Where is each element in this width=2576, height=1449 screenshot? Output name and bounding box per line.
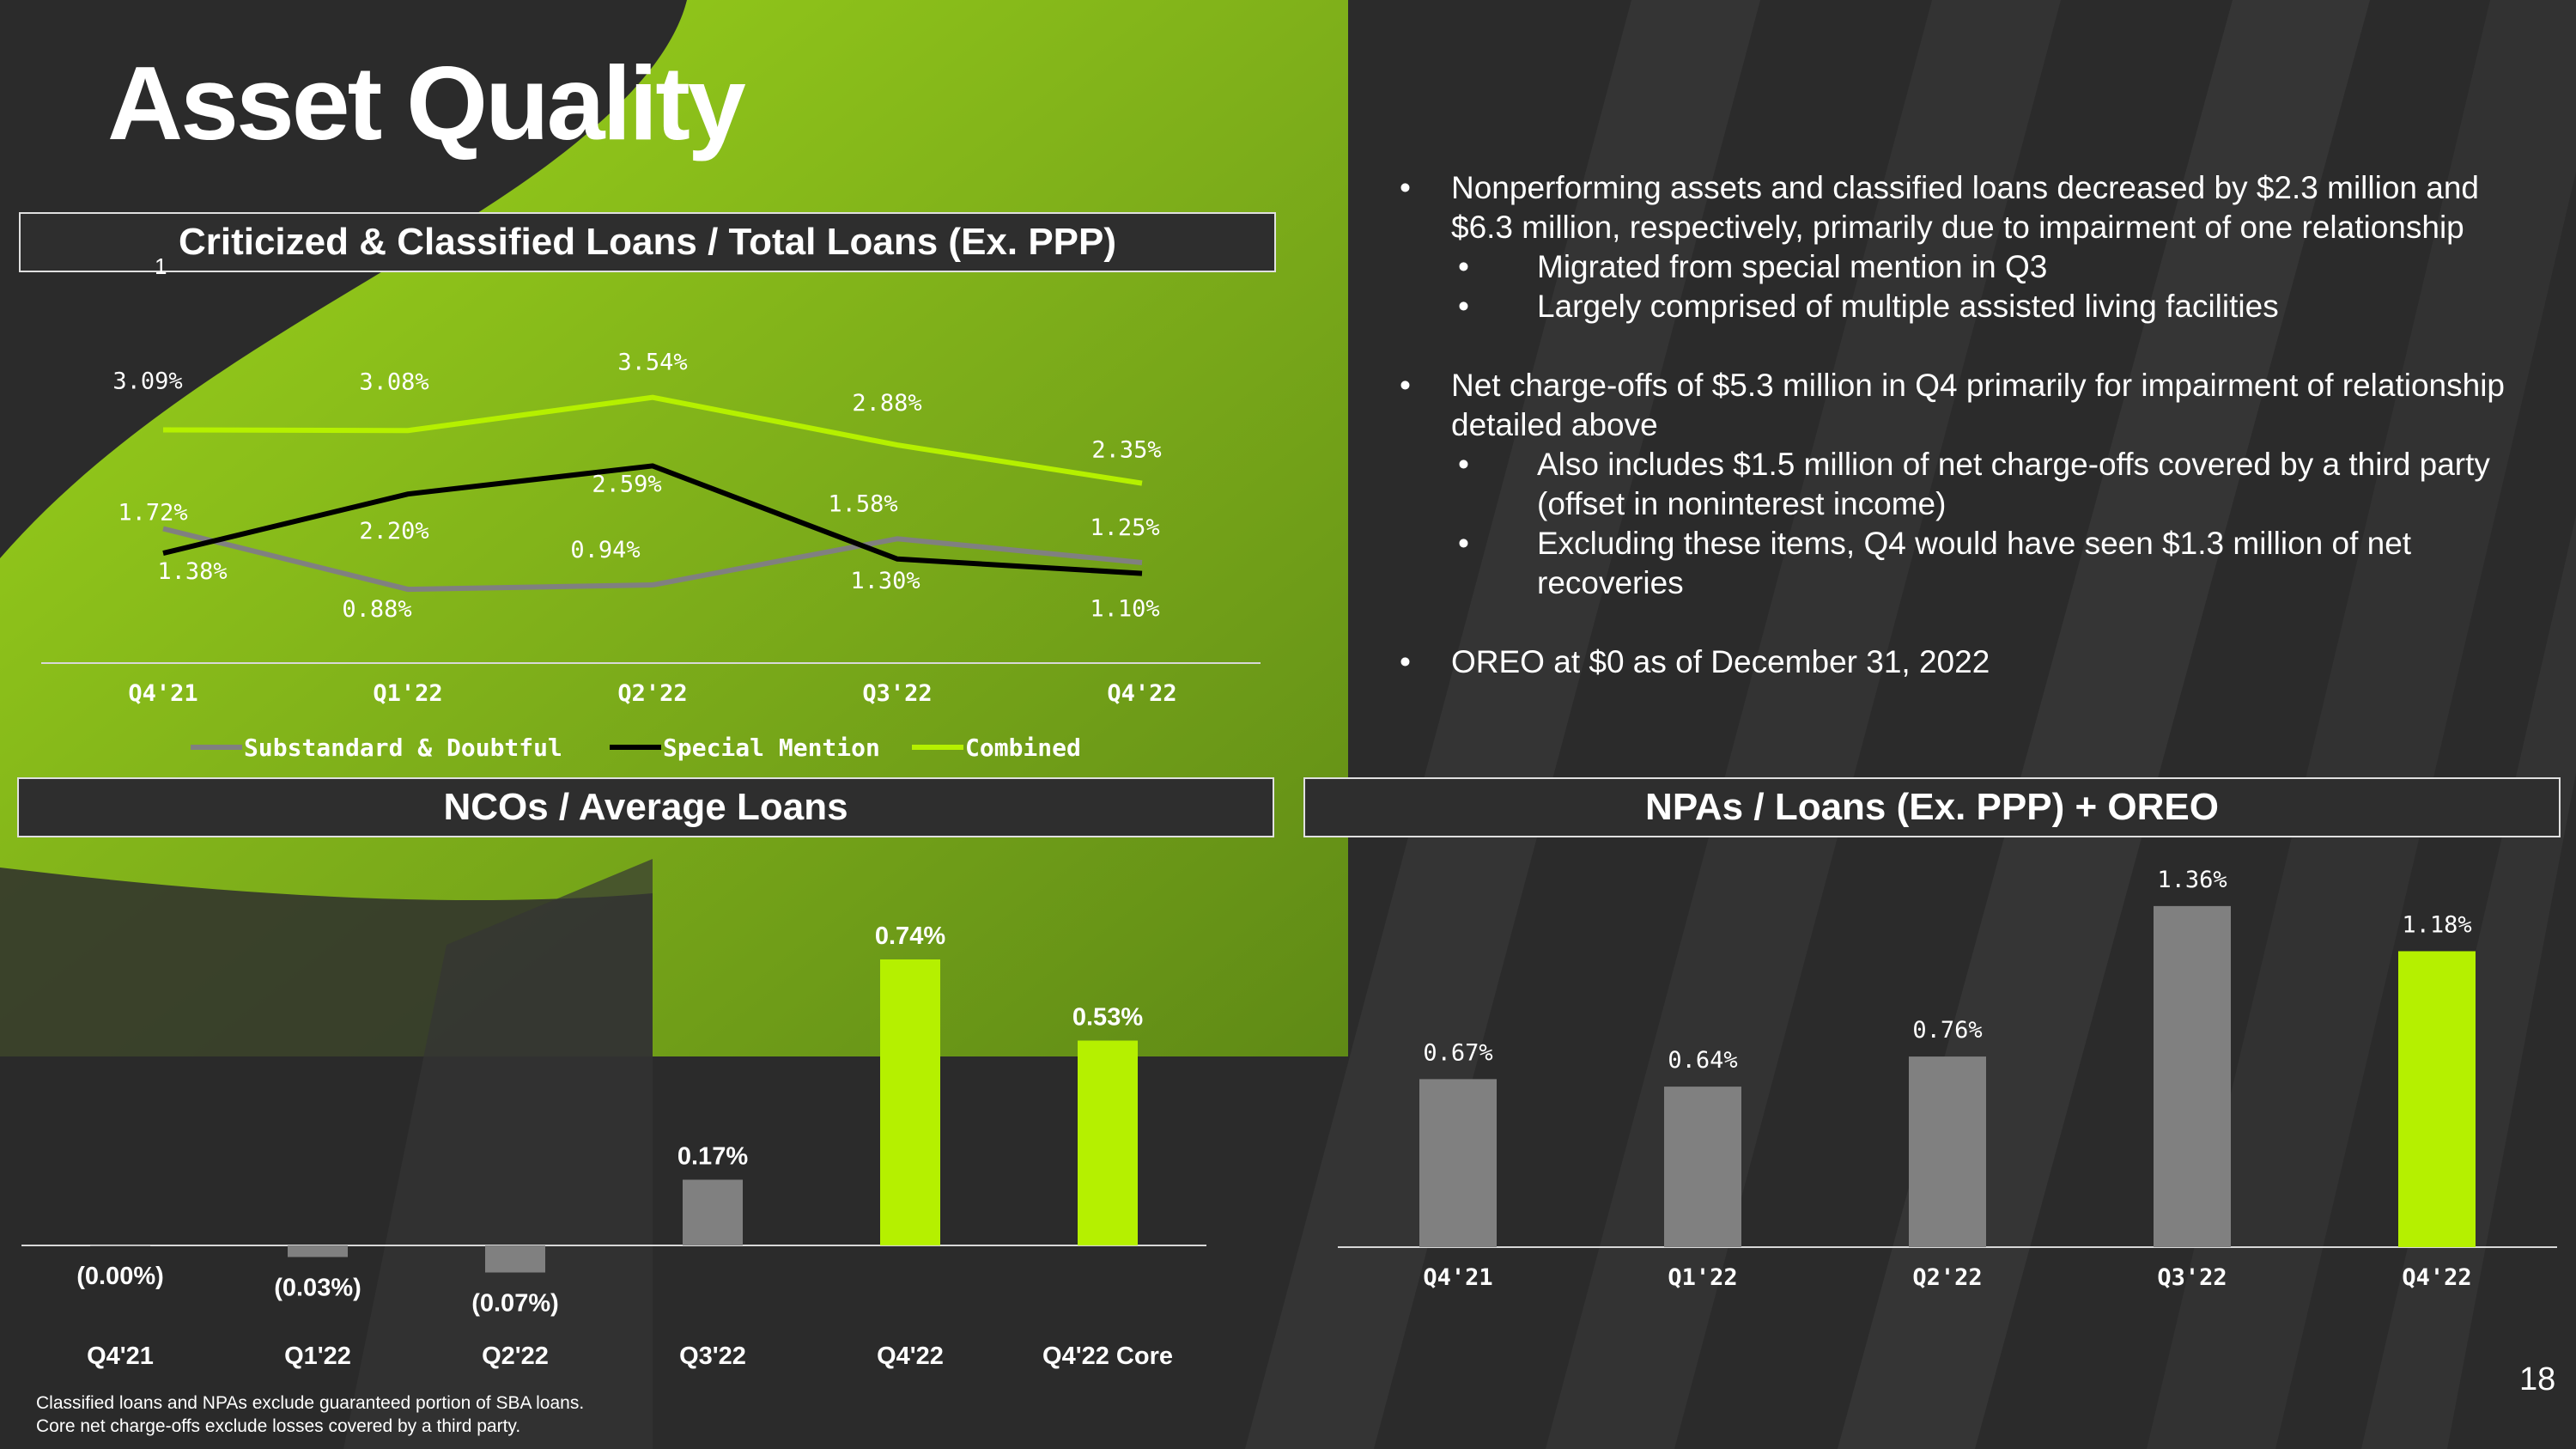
series-1-label-1: 2.20%: [359, 518, 428, 545]
series-line-2: [162, 394, 1143, 486]
series-0-label-4: 1.25%: [1090, 514, 1159, 541]
nco-bar-1: [288, 1245, 348, 1257]
npas-header-text: NPAs / Loans (Ex. PPP) + OREO: [1645, 786, 2219, 828]
page-number: 18: [2519, 1361, 2556, 1397]
npa-bar-3: [2154, 905, 2231, 1247]
bullet-1-sub-2: Largely comprised of multiple assisted l…: [1451, 287, 2542, 326]
bullet-1-text: Nonperforming assets and classified loan…: [1451, 170, 2480, 245]
npa-bar-1: [1664, 1087, 1741, 1247]
line-x-tick-1: Q1'22: [373, 680, 442, 707]
nco-label-3: 0.17%: [677, 1143, 748, 1171]
ncos-panel-header: NCOs / Average Loans: [17, 777, 1274, 837]
commentary-bullets: Nonperforming assets and classified loan…: [1391, 168, 2542, 721]
nco-label-1: (0.03%): [274, 1275, 361, 1302]
series-0-label-1: 0.88%: [342, 596, 411, 623]
nco-bar-5: [1078, 1040, 1138, 1245]
nco-bar-4: [880, 959, 940, 1245]
npa-label-2: 0.76%: [1912, 1017, 1982, 1044]
series-1-label-2: 2.59%: [592, 471, 661, 497]
bullet-3: OREO at $0 as of December 31, 2022: [1391, 642, 2542, 682]
npa-x-tick-2: Q2'22: [1912, 1264, 1982, 1291]
criticized-header-text: Criticized & Classified Loans / Total Lo…: [178, 221, 1117, 263]
bullet-1: Nonperforming assets and classified loan…: [1391, 168, 2542, 326]
nco-bar-3: [683, 1179, 743, 1245]
legend-label-1: Special Mention: [663, 734, 880, 762]
series-0-label-3: 1.58%: [828, 490, 897, 517]
series-2-label-3: 2.88%: [852, 390, 921, 417]
nco-x-tick-2: Q2'22: [482, 1342, 549, 1370]
nco-x-tick-5: Q4'22 Core: [1042, 1342, 1173, 1370]
bullet-2-text: Net charge-offs of $5.3 million in Q4 pr…: [1451, 368, 2505, 442]
legend-label-2: Combined: [965, 734, 1081, 762]
nco-label-5: 0.53%: [1072, 1004, 1143, 1032]
npa-label-3: 1.36%: [2157, 867, 2227, 893]
series-line-1: [162, 463, 1143, 576]
series-1-label-3: 1.30%: [850, 568, 920, 594]
npa-bar-4: [2398, 951, 2476, 1247]
footnote-1: Classified loans and NPAs exclude guaran…: [36, 1393, 585, 1413]
nco-x-tick-3: Q3'22: [679, 1342, 746, 1370]
series-line-0: [162, 526, 1143, 593]
series-0-label-0: 1.72%: [118, 500, 187, 527]
series-0-label-2: 0.94%: [570, 537, 640, 563]
nco-x-tick-0: Q4'21: [87, 1342, 154, 1370]
line-x-tick-2: Q2'22: [617, 680, 687, 707]
footnote-marker: 1: [155, 253, 167, 279]
series-2-label-2: 3.54%: [617, 350, 687, 376]
bullet-2-subs: Also includes $1.5 million of net charge…: [1451, 445, 2542, 603]
slide-title: Asset Quality: [107, 45, 746, 161]
npa-bar-2: [1909, 1056, 1986, 1247]
series-1-label-0: 1.38%: [157, 558, 227, 585]
series-1-label-4: 1.10%: [1090, 596, 1159, 623]
bullet-1-sub-1: Migrated from special mention in Q3: [1451, 247, 2542, 287]
nco-x-tick-4: Q4'22: [877, 1342, 944, 1370]
bullet-2-sub-2: Excluding these items, Q4 would have see…: [1451, 524, 2542, 603]
nco-x-tick-1: Q1'22: [284, 1342, 351, 1370]
bullet-1-subs: Migrated from special mention in Q3 Larg…: [1451, 247, 2542, 326]
ncos-header-text: NCOs / Average Loans: [443, 786, 848, 828]
npa-x-tick-0: Q4'21: [1423, 1264, 1492, 1291]
line-x-tick-3: Q3'22: [862, 680, 932, 707]
nco-bar-0: [90, 1245, 150, 1246]
bullet-3-text: OREO at $0 as of December 31, 2022: [1451, 644, 1990, 679]
line-x-tick-0: Q4'21: [128, 680, 197, 707]
series-2-label-4: 2.35%: [1091, 437, 1161, 464]
npa-label-4: 1.18%: [2402, 911, 2471, 938]
footnotes: Classified loans and NPAs exclude guaran…: [36, 1391, 584, 1438]
nco-label-4: 0.74%: [875, 922, 945, 950]
npa-label-0: 0.67%: [1423, 1039, 1492, 1066]
series-2-label-1: 3.08%: [359, 368, 428, 395]
footnote-2: Core net charge-offs exclude losses cove…: [36, 1416, 521, 1436]
nco-label-0: (0.00%): [76, 1263, 164, 1290]
npas-panel-header: NPAs / Loans (Ex. PPP) + OREO: [1303, 777, 2561, 837]
line-x-tick-4: Q4'22: [1107, 680, 1176, 707]
nco-bar-2: [485, 1245, 545, 1273]
npa-x-tick-3: Q3'22: [2157, 1264, 2227, 1291]
bullet-2-sub-1: Also includes $1.5 million of net charge…: [1451, 445, 2542, 524]
criticized-panel-header: Criticized & Classified Loans / Total Lo…: [19, 212, 1276, 272]
series-2-label-0: 3.09%: [112, 368, 182, 394]
npa-x-tick-1: Q1'22: [1668, 1264, 1737, 1291]
npa-x-tick-4: Q4'22: [2402, 1264, 2471, 1291]
npa-bar-0: [1419, 1079, 1497, 1247]
legend-label-0: Substandard & Doubtful: [244, 734, 562, 762]
nco-label-2: (0.07%): [471, 1290, 559, 1318]
bullet-2: Net charge-offs of $5.3 million in Q4 pr…: [1391, 366, 2542, 603]
npa-label-1: 0.64%: [1668, 1047, 1737, 1074]
